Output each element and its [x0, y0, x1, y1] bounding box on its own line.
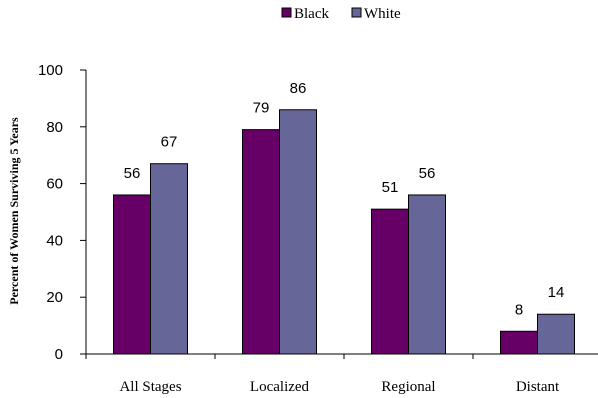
x-tick-label: Regional [381, 379, 435, 395]
data-label: 86 [290, 80, 307, 97]
data-label: 8 [515, 301, 523, 318]
y-tick-label: 60 [46, 176, 63, 193]
y-tick-label: 100 [38, 62, 63, 79]
y-tick-label: 20 [46, 289, 63, 306]
bar-black-distant [500, 330, 538, 355]
data-label: 56 [419, 165, 436, 182]
data-label: 67 [161, 134, 178, 151]
bar-white-all-stages [150, 163, 188, 355]
legend: Black White [281, 6, 401, 22]
bar-black-localized [242, 129, 280, 355]
bars [113, 109, 575, 355]
x-tick-label: Localized [250, 379, 310, 395]
x-tick-label: Distant [516, 379, 560, 395]
data-label: 14 [548, 284, 565, 301]
legend-label-black: Black [294, 6, 329, 22]
y-axis-title: Percent of Women Surviving 5 Years [7, 117, 21, 305]
y-axis: 0 20 40 60 80 100 [38, 62, 87, 363]
legend-swatch-black [281, 7, 292, 18]
data-label: 51 [382, 179, 399, 196]
data-label: 79 [253, 100, 270, 117]
bar-white-localized [279, 109, 317, 355]
y-tick-label: 80 [46, 119, 63, 136]
x-axis: All Stages Localized Regional Distant [85, 353, 598, 395]
legend-swatch-white [351, 7, 362, 18]
x-tick-label: All Stages [119, 379, 181, 395]
legend-label-white: White [364, 6, 401, 22]
data-labels: 56 67 79 86 51 56 8 14 [124, 80, 565, 319]
bar-white-regional [408, 194, 446, 355]
y-tick-label: 0 [55, 346, 63, 363]
data-label: 56 [124, 165, 141, 182]
y-tick-label: 40 [46, 232, 63, 249]
bar-black-regional [371, 208, 409, 355]
bar-black-all-stages [113, 194, 151, 355]
bar-white-distant [537, 313, 575, 355]
